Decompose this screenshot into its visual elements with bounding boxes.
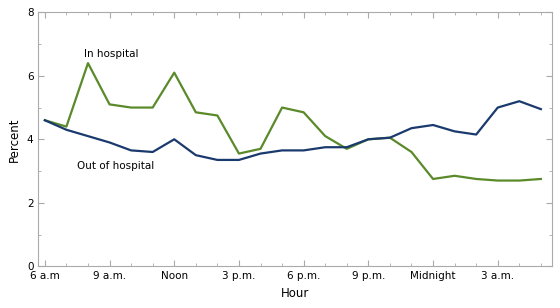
Y-axis label: Percent: Percent [8, 117, 21, 161]
Text: In hospital: In hospital [83, 49, 138, 59]
X-axis label: Hour: Hour [281, 287, 309, 300]
Text: Out of hospital: Out of hospital [77, 161, 155, 172]
